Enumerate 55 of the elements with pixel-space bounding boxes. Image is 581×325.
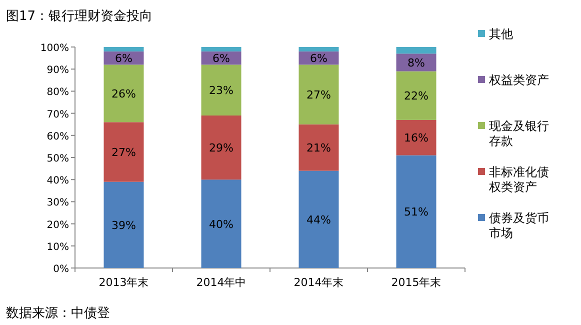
data-label: 6% [310, 52, 328, 66]
y-tick-label: 30% [46, 198, 69, 209]
bar [104, 182, 144, 268]
data-label: 40% [209, 218, 234, 231]
chart-title: 图17：银行理财资金投向 [6, 9, 153, 24]
y-tick-label: 50% [46, 154, 69, 164]
source-note: 数据来源：中债登 [6, 306, 110, 321]
data-label: 16% [404, 132, 428, 145]
bar [201, 116, 242, 180]
y-tick-label: 20% [46, 220, 69, 231]
bar [298, 170, 339, 268]
x-tick-label: 2014年末 [294, 276, 344, 289]
y-tick-label: 90% [46, 65, 69, 76]
bar [396, 71, 436, 120]
y-tick-label: 80% [46, 87, 69, 98]
data-label: 6% [115, 52, 132, 66]
x-tick-label: 2014年中 [196, 276, 246, 289]
bar [298, 47, 339, 52]
y-tick-label: 100% [40, 43, 69, 54]
data-label: 51% [404, 206, 428, 219]
y-tick-label: 60% [46, 131, 69, 142]
y-tick-label: 10% [46, 242, 69, 253]
bar [396, 47, 436, 54]
data-label: 23% [209, 84, 234, 98]
legend-label: 债券及货币市场 [489, 211, 549, 240]
data-label: 26% [112, 87, 136, 100]
legend-label: 权益类资产 [488, 73, 549, 87]
data-label: 39% [112, 218, 136, 232]
bar [201, 47, 242, 52]
bar [396, 54, 436, 72]
x-tick-label: 2013年末 [98, 276, 149, 289]
bar [104, 47, 144, 52]
bar [298, 64, 339, 124]
bar [396, 120, 436, 156]
data-label: 6% [212, 52, 230, 66]
y-tick-label: 40% [46, 176, 69, 187]
bar [201, 64, 242, 116]
data-label: 21% [306, 142, 331, 155]
legend-label: 其他 [489, 27, 513, 41]
legend-label: 非标准化债权类资产 [488, 165, 549, 194]
y-tick-label: 0% [53, 264, 69, 275]
bar [201, 180, 242, 268]
x-tick-label: 2015年末 [391, 276, 442, 289]
data-label: 8% [408, 56, 425, 70]
data-label: 27% [306, 88, 331, 102]
legend-label: 现金及银行存款 [489, 119, 549, 148]
data-label: 27% [112, 146, 136, 159]
data-label: 44% [306, 213, 331, 226]
data-label: 22% [404, 90, 428, 103]
bar [298, 124, 339, 171]
data-label: 29% [209, 142, 234, 155]
bar [396, 155, 436, 268]
bar [104, 64, 144, 122]
y-tick-label: 70% [46, 109, 69, 120]
bar [104, 122, 144, 182]
